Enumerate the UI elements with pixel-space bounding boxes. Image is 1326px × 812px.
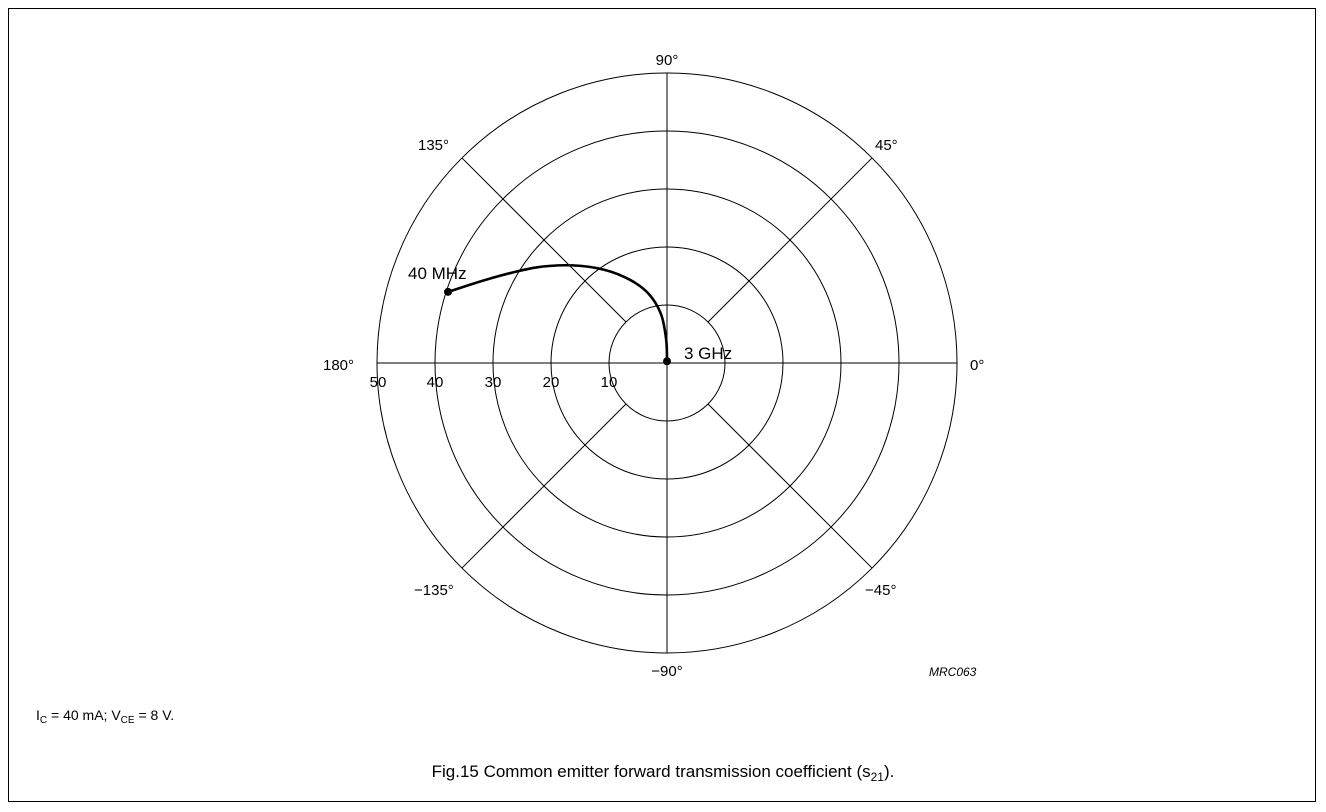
start-frequency-label: 40 MHz: [408, 264, 467, 283]
radial-tick-label-30: 30: [485, 374, 502, 391]
figure-frame: [8, 8, 1316, 802]
angle-label-0: 0°: [970, 357, 984, 374]
angle-label-minus45: −45°: [865, 582, 896, 599]
angle-label-45: 45°: [875, 137, 898, 154]
end-point-marker: [663, 357, 671, 366]
radial-tick-label-40: 40: [427, 374, 444, 391]
radial-tick-label-10: 10: [601, 374, 618, 391]
radial-tick-label-50: 50: [370, 374, 387, 391]
s21-curve-0: [447, 263, 669, 362]
angle-label-180: 180°: [323, 357, 354, 374]
angle-label-minus135: −135°: [414, 582, 454, 599]
grid-spoke-45: [707, 157, 873, 323]
angle-label-minus90: −90°: [651, 663, 682, 680]
radial-tick-label-20: 20: [543, 374, 560, 391]
grid-spoke-225: [461, 403, 627, 569]
start-point-marker: [444, 287, 453, 296]
angle-label-135: 135°: [418, 137, 449, 154]
angle-label-90: 90°: [656, 52, 679, 69]
figure-caption: Fig.15 Common emitter forward transmissi…: [431, 762, 895, 784]
grid-spoke-315: [707, 403, 873, 569]
polar-grid: [376, 72, 958, 654]
grid-spoke-135: [461, 157, 627, 323]
measurement-conditions: IC = 40 mA; VCE = 8 V.: [36, 707, 175, 726]
s21-curve-group: [444, 263, 671, 366]
figure-code: MRC063: [929, 665, 977, 679]
end-frequency-label: 3 GHz: [684, 344, 732, 363]
